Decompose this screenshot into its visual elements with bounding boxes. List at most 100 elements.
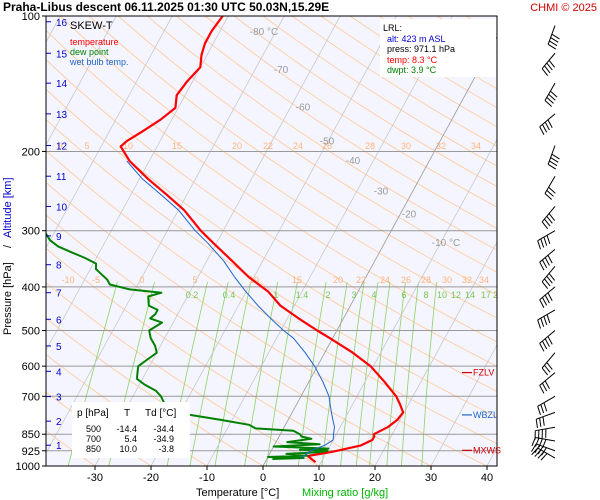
dry-adiabat-line (46, 181, 488, 466)
isotherm-line (46, 16, 285, 454)
wind-barb-staff (537, 309, 556, 321)
wet-bulb-profile (126, 160, 335, 459)
isotherm-label: -60 (296, 103, 311, 114)
wind-barb-feather (550, 37, 559, 43)
isotherm-line (318, 138, 497, 466)
wind-barb-feather (541, 124, 548, 133)
pressure-tick-label: 925 (22, 446, 40, 458)
wind-barb-feather (540, 317, 545, 327)
temperature-tick-label: -30 (87, 472, 103, 484)
dry-adiabat-line (46, 247, 376, 466)
wind-barb-feather (535, 419, 538, 429)
adiabat-label: 10 (123, 141, 133, 151)
wind-barb-staff (536, 411, 556, 420)
mixing-ratio-label: 0.4 (223, 290, 236, 300)
wind-barb-feather (544, 218, 551, 227)
y-axis-title-separator: / (2, 244, 14, 248)
isotherm-line (0, 6, 10, 476)
temperature-tick-label: 10 (313, 472, 325, 484)
level-marker-label: FZLV (473, 368, 494, 378)
wind-barb-feather (550, 90, 558, 98)
axis-labels: 1002003004005006007008509251000161514131… (16, 11, 494, 484)
wind-barb-feather (548, 273, 556, 281)
adiabat-label: 28 (421, 275, 431, 285)
wind-barb-feather (537, 240, 541, 250)
adiabat-label: 15 (292, 275, 302, 285)
dry-adiabat-line (59, 16, 497, 319)
wind-barb-feather (544, 193, 553, 200)
wind-barb-feather (543, 402, 548, 412)
wind-barb-feather (546, 96, 554, 104)
adiabat-label: 30 (442, 275, 452, 285)
wind-barb-staff (537, 230, 556, 242)
plot-frame (45, 15, 498, 467)
wind-barb-feather (543, 236, 548, 246)
wind-barb-feather (544, 257, 550, 266)
wind-barb-feather (539, 261, 545, 271)
dry-adiabat-line (46, 282, 320, 466)
altitude-tick-label: 2 (56, 417, 62, 428)
adiabat-label: 5 (84, 141, 89, 151)
wind-barb-feather (546, 215, 553, 224)
pressure-tick-label: 300 (22, 226, 40, 238)
wind-barb-feather (548, 186, 556, 194)
altitude-tick-label: 7 (56, 289, 62, 300)
wind-barb-feather (547, 43, 557, 50)
wind-barb-feather (539, 343, 545, 352)
adiabat-label: 22 (263, 141, 273, 151)
lrl-box (380, 19, 496, 77)
wind-barb-feather (540, 238, 545, 248)
adiabat-label: 26 (401, 275, 411, 285)
mixing-ratio-label: 4 (371, 290, 376, 300)
altitude-tick-label: 9 (56, 232, 62, 243)
wind-barb-feather (531, 437, 536, 447)
table-row-700-t: 5.4 (124, 434, 137, 444)
altitude-tick-label: 3 (56, 393, 62, 404)
wind-barb-feather (539, 385, 545, 394)
wind-barb-feather (546, 275, 553, 284)
adiabat-label: 0 (139, 275, 144, 285)
pressure-tick-label: 100 (22, 11, 40, 23)
copyright: CHMI © 2025 (530, 2, 597, 14)
wind-barb-feather (541, 68, 549, 76)
isotherm-label: -50 (320, 136, 335, 147)
adiabat-label: 24 (293, 141, 303, 151)
mixing-ratio-label: 0.2 (186, 290, 199, 300)
adiabat-label: 24 (380, 275, 390, 285)
wind-barb-staff (541, 52, 556, 69)
altitude-tick-label: 12 (56, 142, 68, 153)
legend-dew-point: dew point (70, 47, 109, 57)
mixing-ratio-label: 2 (325, 290, 330, 300)
mixing-ratio-label: 1 (273, 290, 278, 300)
wind-barb-feather (547, 292, 553, 302)
adiabat-label: 34 (471, 141, 481, 151)
temperature-profile (119, 16, 405, 463)
adiabat-label: 20 (333, 275, 343, 285)
isotherm-line (538, 6, 600, 476)
isotherm-line (94, 16, 341, 466)
table-row-850-t: 10.0 (119, 444, 137, 454)
temperature-tick-label: 30 (425, 472, 437, 484)
wind-barb-feather (544, 278, 551, 287)
lrl-pressure: press: 971.1 hPa (387, 44, 455, 54)
wind-barb-feather (537, 451, 545, 459)
wind-barb-feather (531, 447, 539, 456)
mixing-ratio-label: 14 (465, 290, 475, 300)
level-marker-label: WBZL (473, 410, 498, 420)
wind-barb-staff (544, 175, 556, 194)
adiabat-label: 22 (356, 275, 366, 285)
plot-background (46, 16, 497, 466)
wind-barb-feather (531, 443, 537, 452)
x-axis-title: Temperature [°C] (196, 487, 279, 499)
wind-barb-feather (551, 33, 560, 40)
wind-barb-feather (539, 417, 542, 427)
wind-barb-feather (544, 294, 550, 304)
dry-adiabat-line (46, 29, 497, 343)
table-row-500-p: 500 (86, 424, 101, 434)
wind-barb-feather (548, 93, 556, 101)
wind-barb-feather (544, 364, 551, 373)
wind-barb-feather (544, 121, 550, 131)
wind-barb-feather (547, 336, 553, 345)
table-header-p: p [hPa] (77, 408, 109, 419)
